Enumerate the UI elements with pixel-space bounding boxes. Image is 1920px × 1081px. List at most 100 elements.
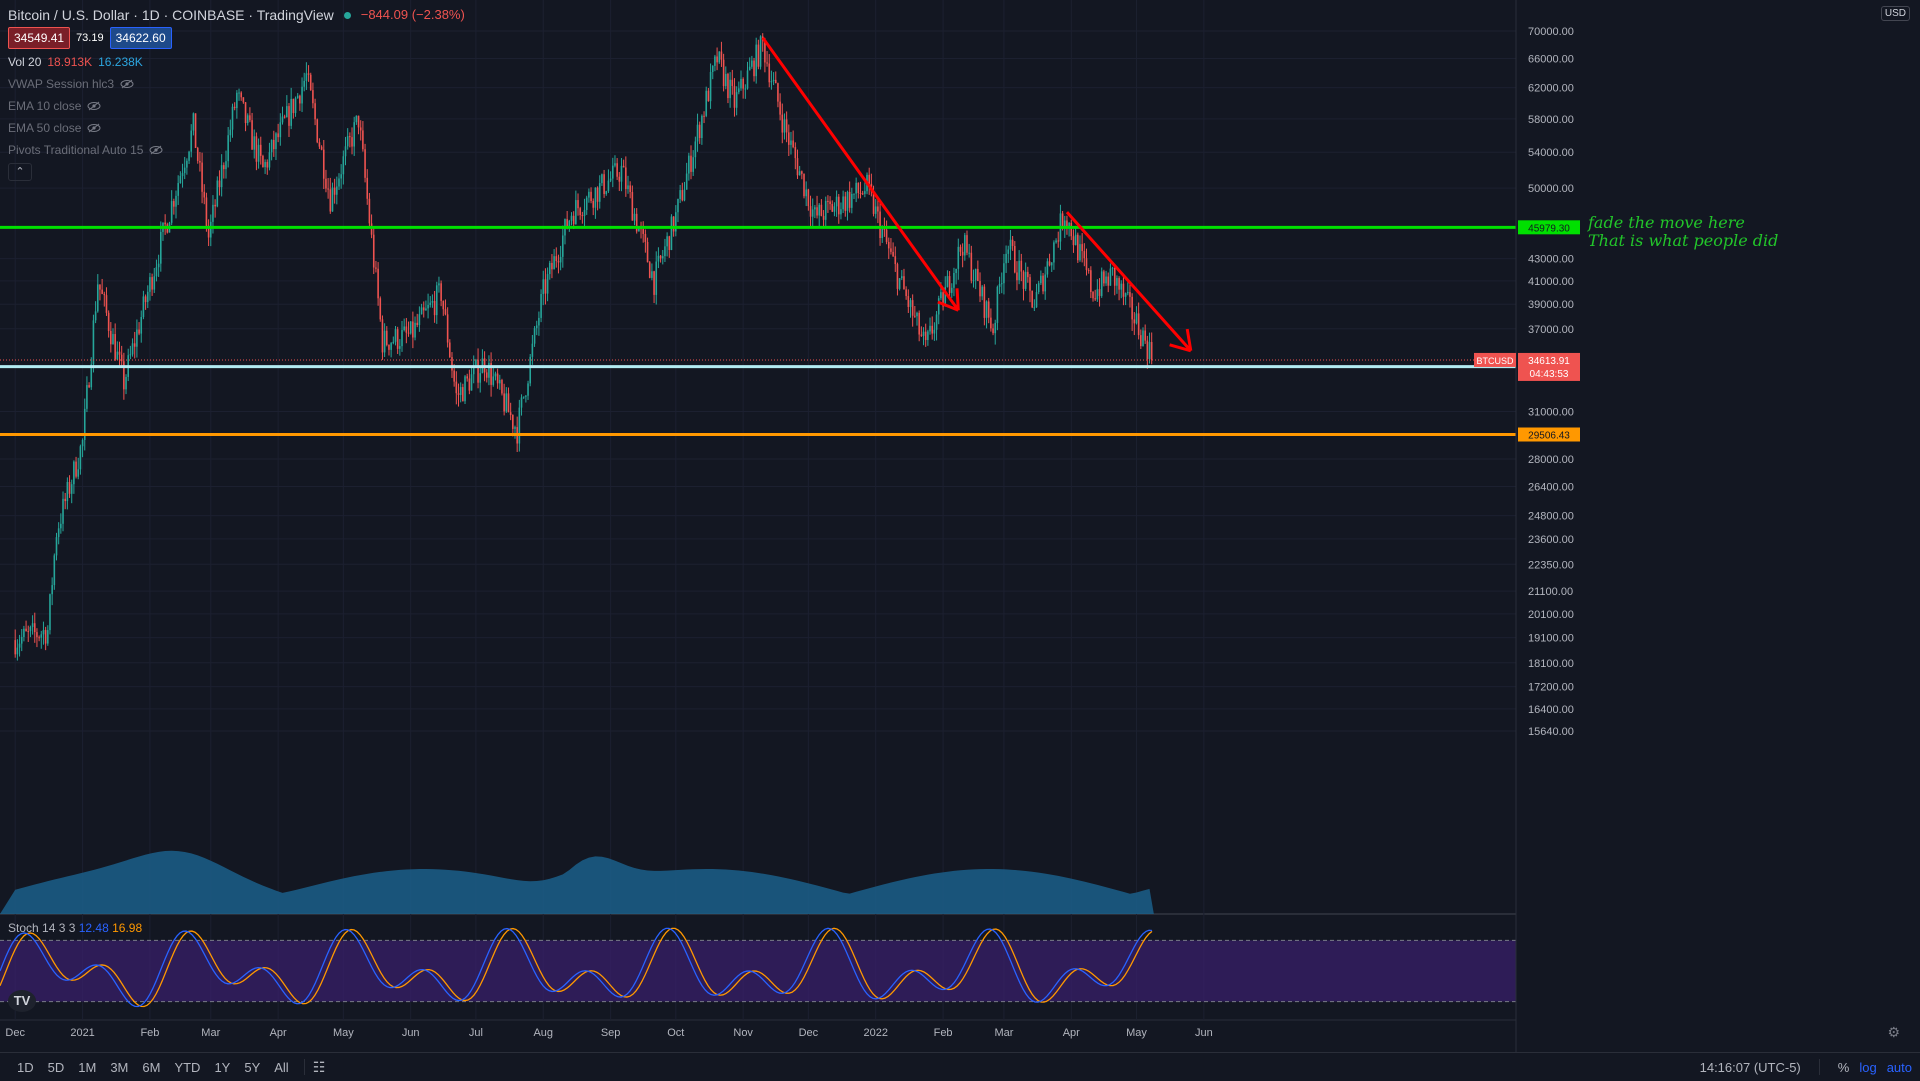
candle-body (231, 106, 234, 130)
candle-body (36, 632, 38, 638)
candle-body (92, 320, 95, 365)
hidden-eye-icon[interactable] (87, 101, 101, 111)
timeframe-ytd[interactable]: YTD (174, 1059, 201, 1075)
candle-body (205, 197, 208, 226)
x-tick-label: May (1126, 1027, 1147, 1039)
candle-body (688, 155, 690, 174)
timeframe-6m[interactable]: 6M (142, 1059, 161, 1075)
auto-toggle[interactable]: auto (1886, 1059, 1912, 1075)
candle-body (744, 88, 747, 90)
candle-body (833, 206, 836, 212)
timeframe-1y[interactable]: 1Y (214, 1059, 231, 1075)
percent-toggle[interactable]: % (1837, 1059, 1850, 1075)
candles (14, 33, 1153, 661)
candle-body (987, 301, 990, 318)
candle-body (164, 222, 166, 225)
candle-body (527, 383, 529, 396)
last-price-text: 34613.91 (1528, 356, 1570, 367)
candle-body (579, 208, 581, 216)
candle-body (366, 177, 369, 199)
currency-button[interactable]: USD (1880, 6, 1910, 21)
candle-body (998, 284, 1001, 287)
horizontal-lines (0, 225, 1516, 437)
stoch-k-line (0, 927, 1153, 1008)
x-tick-label: Apr (270, 1027, 287, 1039)
candle-body (192, 113, 195, 131)
volume-ma-value: 16.238K (98, 55, 143, 69)
candle-body (255, 136, 258, 162)
candle-body (824, 200, 827, 220)
timeframe-5y[interactable]: 5Y (244, 1059, 261, 1075)
candle-body (103, 293, 106, 296)
candle-body (540, 294, 542, 318)
timeframe-5d[interactable]: 5D (47, 1059, 65, 1075)
timeframe-all[interactable]: All (274, 1059, 289, 1075)
candle-body (950, 287, 953, 293)
candle-body (1094, 298, 1096, 300)
indicator-ema10[interactable]: EMA 10 close (8, 97, 465, 115)
symbol-title[interactable]: Bitcoin / U.S. Dollar · 1D · COINBASE · … (8, 7, 334, 23)
candle-body (251, 120, 253, 150)
x-tick-label: Aug (533, 1027, 553, 1039)
candle-body (622, 165, 625, 168)
last-price-tag (1518, 352, 1580, 381)
candle-body (496, 373, 499, 384)
candle-body (375, 267, 377, 269)
candle-body (1000, 283, 1003, 285)
indicator-pivots[interactable]: Pivots Traditional Auto 15 (8, 141, 465, 159)
candle-body (948, 276, 951, 293)
timeframe-1m[interactable]: 1M (78, 1059, 97, 1075)
candle-body (835, 196, 838, 207)
date-range-icon[interactable]: ☷ (312, 1058, 326, 1075)
candle-body (507, 393, 510, 413)
tradingview-logo-icon[interactable]: TV (8, 990, 36, 1012)
candle-body (233, 106, 236, 109)
trend-arrow-head (1185, 328, 1193, 352)
candle-body (281, 116, 284, 123)
gear-icon[interactable]: ⚙ (1887, 1024, 1900, 1040)
volume-indicator[interactable]: Vol 20 18.913K 16.238K (8, 53, 465, 71)
hidden-eye-icon[interactable] (120, 79, 134, 89)
candle-body (62, 498, 64, 524)
candle-body (570, 215, 573, 221)
timeframe-3m[interactable]: 3M (110, 1059, 129, 1075)
candle-body (633, 213, 636, 221)
candle-body (794, 147, 797, 159)
level-price-tag (1518, 220, 1580, 235)
sell-button[interactable]: 34549.41 (8, 27, 71, 49)
candle-body (907, 296, 910, 307)
candle-body (894, 256, 897, 265)
candle-body (388, 344, 390, 350)
candle-body (223, 165, 225, 170)
hidden-eye-icon[interactable] (87, 123, 101, 133)
candle-body (229, 129, 232, 136)
candle-body (864, 191, 866, 194)
candle-body (1140, 335, 1142, 347)
candle-body (344, 146, 347, 157)
log-toggle[interactable]: log (1859, 1059, 1877, 1075)
clock-time[interactable]: 14:16:07 (UTC-5) (1699, 1059, 1801, 1075)
stoch-legend[interactable]: Stoch 14 3 3 12.48 16.98 (8, 921, 142, 935)
candle-body (594, 187, 597, 208)
candle-body (136, 329, 138, 347)
candle-body (427, 304, 429, 309)
candle-body (383, 330, 386, 353)
candle-body (444, 309, 447, 315)
chart-annotation[interactable]: fade the move here That is what people d… (1588, 214, 1778, 250)
candle-body (346, 136, 349, 147)
candle-body (568, 220, 571, 229)
indicator-ema50[interactable]: EMA 50 close (8, 119, 465, 137)
buy-button[interactable]: 34622.60 (109, 27, 172, 49)
indicator-vwap[interactable]: VWAP Session hlc3 (8, 75, 465, 93)
candle-body (105, 295, 108, 313)
candle-body (51, 585, 53, 595)
hidden-eye-icon[interactable] (149, 145, 163, 155)
candle-body (107, 312, 110, 331)
chevron-up-icon[interactable]: ⌃ (8, 163, 32, 181)
candle-body (327, 188, 329, 190)
candle-body (336, 186, 338, 195)
candle-body (340, 174, 342, 179)
y-tick-label: 26400.00 (1528, 481, 1574, 493)
timeframe-1d[interactable]: 1D (17, 1059, 34, 1075)
